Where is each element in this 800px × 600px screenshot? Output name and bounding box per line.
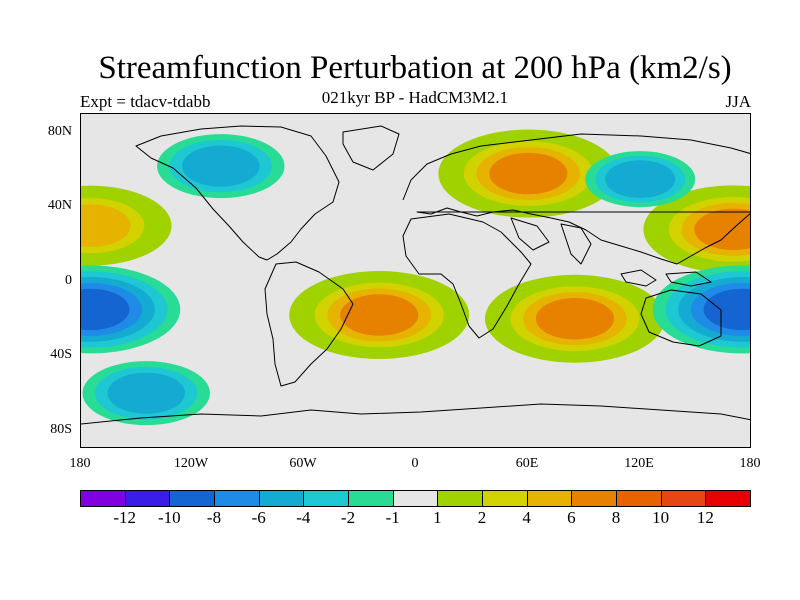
colorbar [80, 490, 751, 507]
streamfunction-map [81, 125, 750, 426]
season-label: JJA [725, 92, 751, 111]
colorbar-label: -2 [340, 508, 356, 527]
colorbar-label: 8 [611, 508, 621, 527]
lon-label-60e: 60E [515, 456, 539, 471]
colorbar-label: 12 [696, 508, 714, 527]
contour-region [340, 294, 419, 336]
colorbar-swatch [572, 491, 618, 506]
colorbar-swatch [81, 491, 126, 506]
contour-region [535, 297, 615, 340]
colorbar-swatch [259, 491, 305, 506]
lon-label-180w: 180 [69, 456, 91, 471]
experiment-label: Expt = tdacv-tdabb [80, 92, 211, 111]
lon-label-0: 0 [411, 456, 419, 471]
colorbar-swatch [483, 491, 528, 506]
colorbar-swatch [661, 491, 707, 506]
chart-subtitle: 021kyr BP - HadCM3M2.1 [321, 88, 509, 107]
colorbar-label: -8 [206, 508, 222, 527]
colorbar-label: -12 [113, 508, 136, 527]
lon-label-180e: 180 [739, 456, 761, 471]
lon-label-120e: 120E [624, 456, 654, 471]
chart-title: Streamfunction Perturbation at 200 hPa (… [98, 50, 732, 86]
colorbar-swatch [349, 491, 394, 506]
colorbar-swatch [438, 491, 484, 506]
contour-region [81, 288, 130, 331]
colorbar-label: 6 [567, 508, 576, 527]
colorbar-swatch [170, 491, 216, 506]
lon-label-120w: 120W [173, 456, 209, 471]
contour-region [489, 152, 568, 195]
contour-region [182, 145, 260, 187]
contour-region [107, 372, 185, 414]
colorbar-label: -6 [251, 508, 266, 527]
colorbar-swatch [617, 491, 662, 506]
colorbar-label: -10 [157, 508, 181, 527]
colorbar-label: -4 [296, 508, 311, 527]
colorbar-label: 1 [433, 508, 442, 527]
contour-region [703, 288, 750, 331]
colorbar-swatch [706, 491, 751, 506]
map-panel [80, 113, 751, 448]
colorbar-swatch [304, 491, 350, 506]
colorbar-swatch [215, 491, 260, 506]
contour-region [605, 160, 676, 198]
colorbar-swatch [527, 491, 573, 506]
colorbar-label: 2 [477, 508, 487, 527]
colorbar-label: -1 [385, 508, 400, 527]
lat-label-80s: 80S [50, 422, 72, 437]
colorbar-label: 4 [522, 508, 531, 527]
colorbar-swatch [393, 491, 439, 506]
lat-label-40n: 40N [47, 198, 72, 213]
contour-region [694, 208, 750, 251]
lat-label-80n: 80N [47, 124, 72, 139]
lat-label-0: 0 [65, 273, 72, 288]
lat-label-40s: 40S [50, 347, 72, 362]
contour-region [81, 204, 131, 247]
colorbar-swatch [125, 491, 171, 506]
lon-label-60w: 60W [289, 456, 317, 471]
colorbar-label: 10 [652, 508, 670, 527]
